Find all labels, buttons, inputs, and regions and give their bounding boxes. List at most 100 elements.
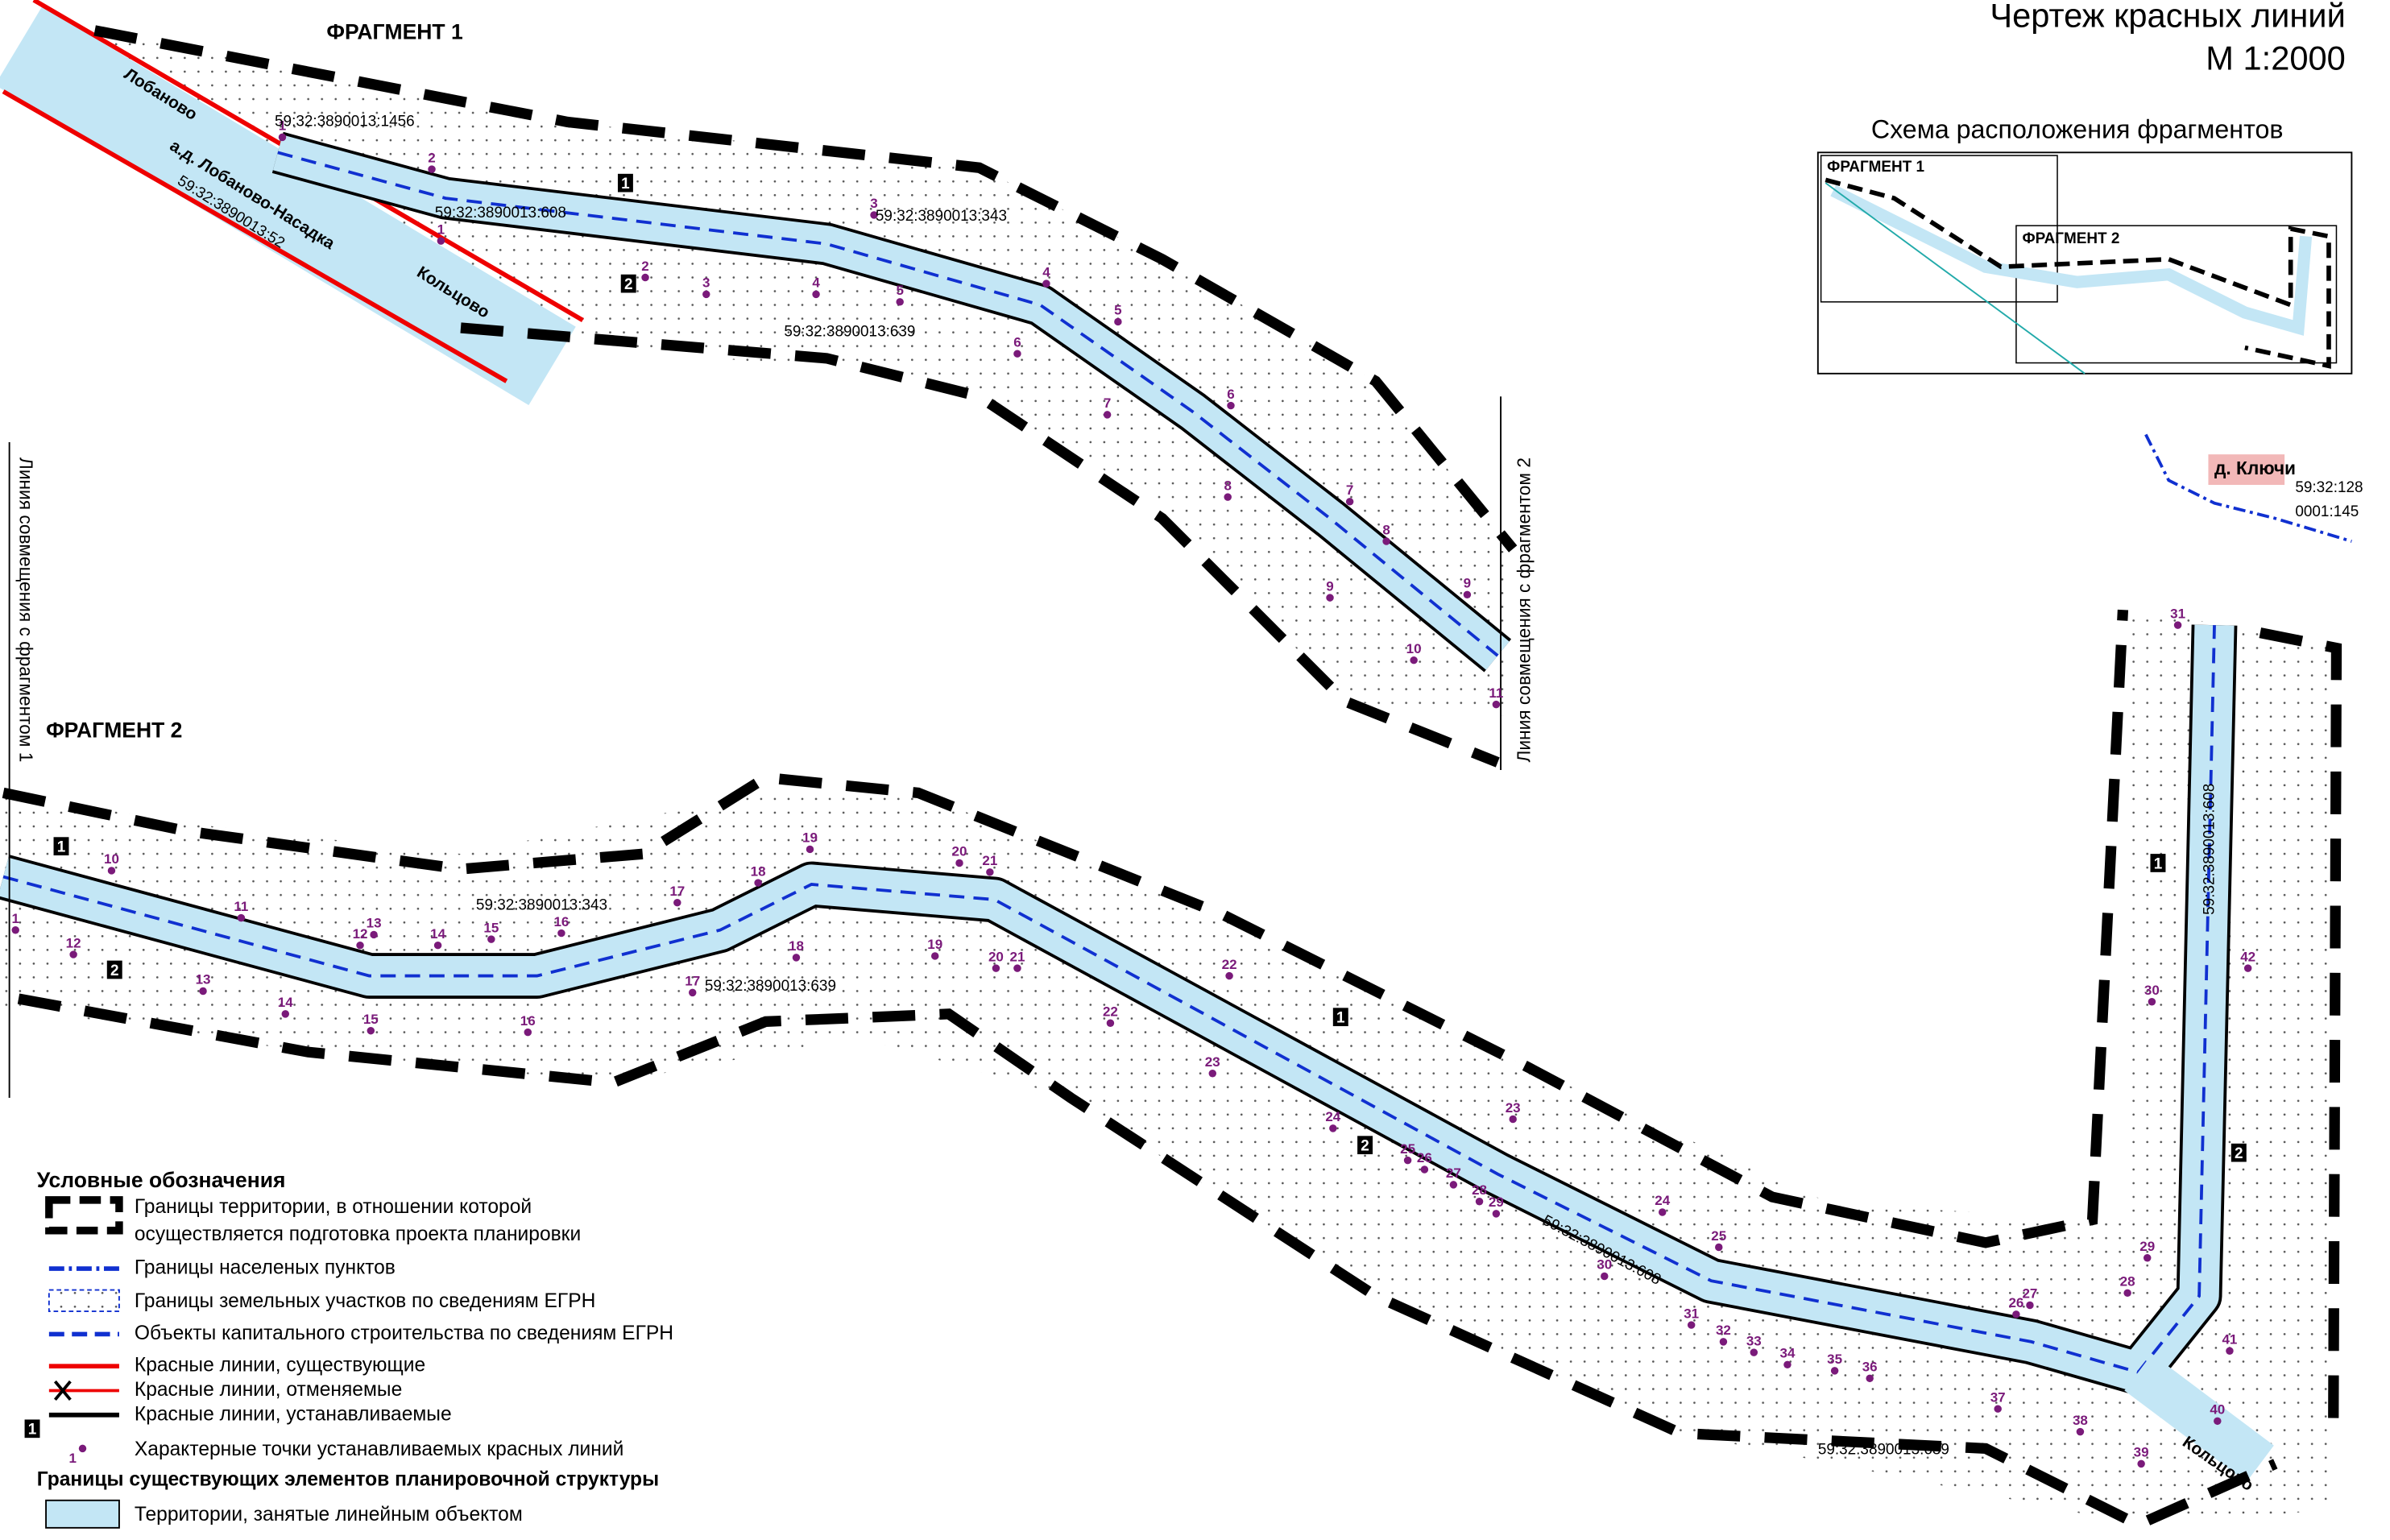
point-label: 30	[1597, 1257, 1612, 1273]
village-box	[2208, 454, 2285, 485]
point	[428, 165, 436, 173]
point	[1345, 498, 1354, 506]
point	[1715, 1243, 1723, 1252]
point-label: 11	[234, 899, 248, 914]
point	[367, 1026, 375, 1035]
line-marker: 1	[621, 176, 630, 192]
point	[199, 987, 207, 996]
point	[2148, 998, 2156, 1006]
inset-label: ФРАГМЕНТ 2	[2022, 230, 2119, 247]
point-label: 8	[1224, 478, 1231, 493]
point-label: 10	[104, 851, 119, 867]
point	[437, 237, 445, 245]
point-label: 42	[2240, 949, 2255, 964]
point	[356, 941, 364, 950]
legend-item: Границы населеных пунктов	[135, 1257, 396, 1279]
parcel-label: 59:32:3890013:639	[784, 324, 915, 341]
point	[1042, 279, 1050, 288]
point	[992, 964, 1000, 972]
labels: Чертеж красных линий М 1:2000 Схема расп…	[16, 0, 2363, 1526]
point	[107, 867, 116, 875]
point	[1224, 493, 1232, 501]
title: Чертеж красных линий	[1990, 0, 2345, 35]
point	[1103, 411, 1112, 419]
road	[2124, 1354, 2274, 1483]
point-label: 27	[2022, 1286, 2037, 1302]
point-sample: 1	[68, 1451, 76, 1466]
point	[370, 930, 378, 939]
planning-boundary	[2, 609, 2129, 1248]
line-marker: 2	[624, 276, 633, 293]
line-marker: 2	[2235, 1145, 2243, 1162]
legend-item: Характерные точки устанавливаемых красны…	[135, 1439, 624, 1460]
point	[2123, 1289, 2131, 1298]
point	[896, 298, 904, 306]
point	[1449, 1181, 1458, 1189]
point	[1329, 1124, 1337, 1132]
point	[812, 290, 820, 299]
point-label: 17	[685, 974, 700, 989]
legend-swatches	[45, 1196, 123, 1529]
parcel-label: 59:32:3890013:639	[705, 978, 836, 995]
point	[641, 273, 649, 282]
point	[11, 926, 19, 934]
point-label: 15	[483, 920, 499, 935]
point	[2173, 621, 2182, 629]
point-label: 23	[1506, 1100, 1521, 1116]
point-label: 31	[2170, 606, 2185, 621]
point-label: 25	[1711, 1228, 1726, 1244]
point	[2026, 1301, 2034, 1310]
point-label: 39	[2134, 1445, 2149, 1460]
point-label: 15	[363, 1012, 379, 1027]
point-label: 4	[1042, 264, 1050, 279]
point	[2137, 1459, 2145, 1468]
point	[1114, 317, 1122, 326]
line-marker: 1	[1336, 1010, 1345, 1027]
point-label: 31	[1684, 1306, 1699, 1321]
point	[524, 1028, 532, 1037]
point	[2214, 1417, 2222, 1426]
point-label: 5	[1114, 303, 1121, 318]
marker-box	[2231, 1143, 2247, 1162]
capital-object	[277, 151, 1499, 657]
point	[2012, 1310, 2020, 1319]
point-label: 32	[1716, 1323, 1731, 1338]
point-label: 19	[927, 937, 942, 952]
point-label: 34	[1779, 1346, 1795, 1361]
point	[1410, 656, 1418, 664]
fragment-title: ФРАГМЕНТ 1	[326, 20, 462, 44]
point	[237, 913, 246, 922]
legend-item: Границы территории, в отношении которой	[135, 1196, 532, 1218]
parcel-label: 59:32:3890013:639	[1818, 1441, 1949, 1458]
point-label: 29	[1489, 1194, 1504, 1210]
point-label: 36	[1862, 1360, 1878, 1375]
point-label: 3	[870, 196, 877, 211]
marker-box	[24, 1419, 40, 1439]
point-label: 17	[669, 884, 685, 899]
planning-boundary	[460, 322, 1500, 768]
marker-box	[617, 173, 633, 192]
point	[1783, 1360, 1791, 1369]
legend-item: Объекты капитального строительства по св…	[135, 1323, 673, 1344]
point-label: 20	[988, 949, 1004, 964]
point-label: 16	[520, 1013, 536, 1029]
point-label: 26	[1417, 1150, 1432, 1165]
line-marker: 1	[2154, 855, 2163, 872]
point-label: 6	[1013, 334, 1021, 350]
inset-label: ФРАГМЕНТ 1	[1827, 159, 1924, 176]
point-label: 38	[2073, 1413, 2088, 1428]
inset-title: Схема расположения фрагментов	[1871, 114, 2284, 143]
point-label: 9	[1464, 576, 1471, 591]
point	[673, 898, 681, 907]
point	[2143, 1254, 2152, 1262]
point-label: 6	[1227, 387, 1234, 402]
point	[433, 941, 442, 950]
point	[2226, 1347, 2234, 1355]
legend-title: Условные обозначения	[37, 1168, 286, 1192]
point	[1994, 1405, 2002, 1413]
point	[1420, 1165, 1429, 1174]
point-label: 33	[1746, 1333, 1762, 1348]
main-road	[0, 6, 576, 406]
legend-item: Красные линии, устанавливаемые	[135, 1403, 452, 1425]
point-label: 21	[982, 853, 997, 868]
